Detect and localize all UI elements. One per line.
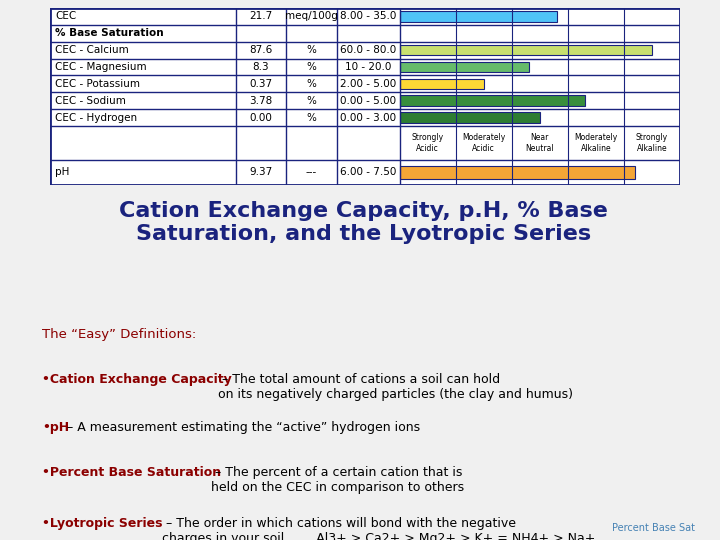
Text: Moderately
Alkaline: Moderately Alkaline (575, 133, 618, 153)
Text: 10 - 20.0: 10 - 20.0 (345, 62, 392, 72)
Text: 8.3: 8.3 (253, 62, 269, 72)
Text: CEC - Potassium: CEC - Potassium (55, 79, 140, 89)
Text: Strongly
Alkaline: Strongly Alkaline (636, 133, 668, 153)
Text: Percent Base Sat: Percent Base Sat (612, 523, 695, 533)
Text: %: % (307, 96, 316, 106)
Text: •Cation Exchange Capacity: •Cation Exchange Capacity (42, 373, 232, 386)
Bar (400, 62, 528, 72)
Text: 6.00 - 7.50: 6.00 - 7.50 (340, 167, 396, 177)
Text: 60.0 - 80.0: 60.0 - 80.0 (340, 45, 396, 55)
Text: 87.6: 87.6 (249, 45, 273, 55)
Text: The “Easy” Definitions:: The “Easy” Definitions: (42, 328, 197, 341)
Text: – The order in which cations will bond with the negative
charges in your soil   : – The order in which cations will bond w… (162, 517, 595, 540)
Text: •pH: •pH (42, 421, 69, 434)
Text: CEC - Hydrogen: CEC - Hydrogen (55, 112, 138, 123)
Text: 21.7: 21.7 (249, 11, 273, 22)
Bar (400, 45, 652, 56)
Text: %: % (307, 112, 316, 123)
Text: CEC - Sodium: CEC - Sodium (55, 96, 126, 106)
Text: ---: --- (306, 167, 317, 177)
Text: •Percent Base Saturation: •Percent Base Saturation (42, 466, 221, 479)
Bar (400, 166, 635, 179)
Text: 8.00 - 35.0: 8.00 - 35.0 (340, 11, 396, 22)
Text: •Lyotropic Series: •Lyotropic Series (42, 517, 163, 530)
Bar (400, 112, 540, 123)
Text: %: % (307, 45, 316, 55)
Text: 9.37: 9.37 (249, 167, 273, 177)
Text: Moderately
Acidic: Moderately Acidic (462, 133, 505, 153)
Text: 3.78: 3.78 (249, 96, 273, 106)
Text: CEC: CEC (55, 11, 76, 22)
Text: 0.00 - 3.00: 0.00 - 3.00 (340, 112, 396, 123)
Text: meq/100g: meq/100g (285, 11, 338, 22)
Text: pH: pH (55, 167, 69, 177)
Text: 0.37: 0.37 (250, 79, 273, 89)
Text: 2.00 - 5.00: 2.00 - 5.00 (340, 79, 396, 89)
Bar (400, 79, 484, 89)
Text: – The percent of a certain cation that is
held on the CEC in comparison to other: – The percent of a certain cation that i… (211, 466, 464, 494)
Text: %: % (307, 62, 316, 72)
Text: CEC - Calcium: CEC - Calcium (55, 45, 129, 55)
Text: Strongly
Acidic: Strongly Acidic (412, 133, 444, 153)
Text: 0.00 - 5.00: 0.00 - 5.00 (340, 96, 396, 106)
Text: % Base Saturation: % Base Saturation (55, 28, 163, 38)
Text: – A measurement estimating the “active” hydrogen ions: – A measurement estimating the “active” … (63, 421, 420, 434)
Bar (400, 11, 557, 22)
Text: Near
Neutral: Near Neutral (526, 133, 554, 153)
Text: Cation Exchange Capacity, p.H, % Base
Saturation, and the Lyotropic Series: Cation Exchange Capacity, p.H, % Base Sa… (120, 201, 608, 244)
Text: %: % (307, 79, 316, 89)
Text: 0.00: 0.00 (250, 112, 272, 123)
Text: CEC - Magnesium: CEC - Magnesium (55, 62, 147, 72)
Bar (400, 96, 585, 106)
Text: – The total amount of cations a soil can hold
on its negatively charged particle: – The total amount of cations a soil can… (218, 373, 573, 401)
